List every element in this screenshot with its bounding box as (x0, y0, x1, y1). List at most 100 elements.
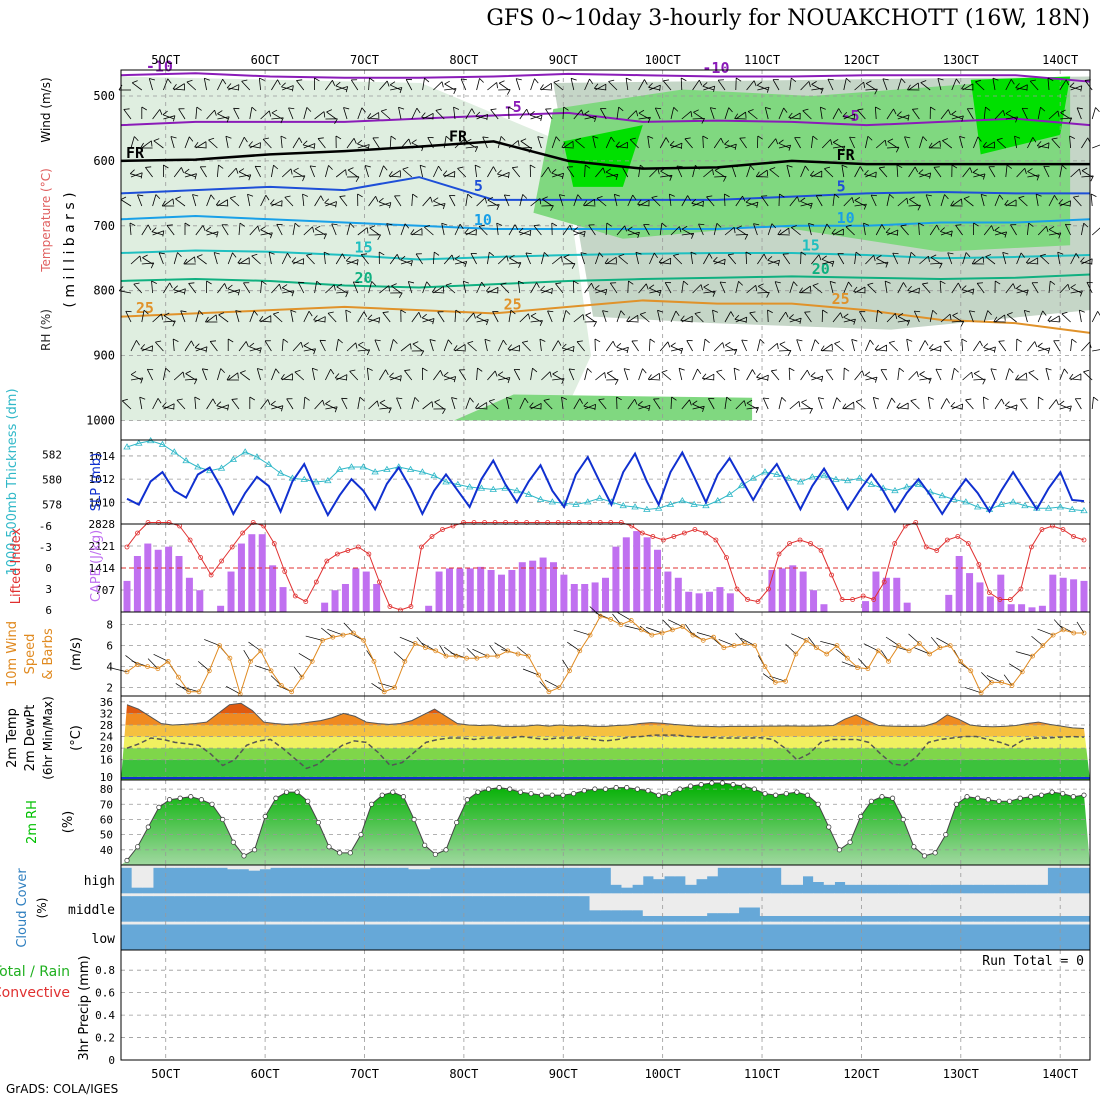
wind-barb-icon (422, 401, 434, 410)
wind-barb-icon (530, 367, 538, 381)
cloud-gap (238, 893, 250, 897)
wind-barb-icon (936, 637, 951, 646)
thickness-marker (406, 465, 415, 472)
cloud-gap (781, 893, 793, 916)
wind-barb-icon (508, 224, 519, 236)
wind-barb-icon (885, 227, 898, 236)
wind-barb-icon (910, 398, 920, 410)
wind-barb-icon (1070, 253, 1080, 265)
wind-barb-icon (195, 310, 204, 323)
wind-speed-marker (947, 643, 953, 648)
wind-barb-icon (421, 642, 436, 652)
cloud-gap (376, 893, 388, 897)
wind-barb-icon (314, 280, 322, 294)
cloud-gap (674, 893, 686, 916)
wind-speed-marker (495, 653, 500, 659)
wind-barb-icon (1081, 222, 1089, 236)
rh2m-marker (166, 797, 173, 803)
cloud-gap (940, 893, 953, 916)
wind-barb-icon (779, 341, 791, 352)
wind-barb-icon (829, 280, 836, 294)
wind-barb-icon (762, 673, 776, 683)
cloud-gap (823, 865, 835, 885)
wind-speed-marker (865, 666, 871, 672)
wind-barb-icon (811, 81, 823, 91)
temp-band (121, 724, 1090, 737)
thickness-marker (418, 468, 427, 475)
wind-barb-icon (796, 339, 803, 352)
cloud-gap (1015, 865, 1027, 885)
wind-barb-icon (364, 165, 371, 178)
wind-barb-icon (411, 312, 422, 323)
wind-barb-icon (389, 135, 397, 149)
isotherm-label: FR (126, 144, 145, 162)
cloud-row-label: high (84, 874, 115, 889)
wind-barb-icon (735, 281, 743, 294)
cape-bar (945, 594, 953, 612)
wind-barb-icon (391, 283, 402, 294)
wind-barb-icon (238, 136, 248, 149)
cape-bar (445, 568, 453, 612)
wind-barb-icon (346, 342, 358, 352)
wind-barb-icon (758, 283, 769, 294)
cloud-gap (248, 865, 260, 871)
wind-barb-icon (692, 400, 704, 410)
cloud-gap (877, 921, 889, 925)
wind-barb-icon (804, 311, 812, 323)
wind-barb-icon (897, 78, 906, 91)
wind-barb-icon (1061, 311, 1071, 323)
wind-barb-icon (973, 222, 979, 236)
thickness-marker (135, 439, 143, 446)
wind-barb-icon (927, 396, 934, 410)
wind-barb-icon (690, 251, 697, 265)
wind-barb-icon (516, 646, 529, 657)
wind-barb-icon (746, 165, 755, 178)
wind-barb-icon (188, 282, 197, 294)
thickness-marker (784, 474, 793, 481)
rh-moist-region (453, 394, 753, 421)
wind-barb-icon (380, 108, 391, 120)
rh2m-marker (911, 844, 917, 850)
wind-barb-icon (922, 282, 931, 294)
li-marker (734, 586, 740, 592)
wind-barb-icon (152, 194, 161, 207)
wind-barb-icon (725, 341, 736, 352)
rh2m-marker (273, 795, 279, 801)
wind-barb-icon (218, 312, 229, 323)
wind-barb-icon (458, 369, 467, 381)
wind-barb-icon (966, 108, 974, 120)
wind-barb-icon (659, 222, 667, 236)
wind-barb-icon (573, 314, 585, 323)
wind-barb-icon (616, 343, 628, 352)
wind-barb-icon (152, 230, 165, 237)
wind-barb-icon (343, 107, 350, 120)
wind-barb-icon (530, 312, 542, 323)
wind-barb-icon (433, 165, 443, 178)
wind-barb-icon (719, 281, 726, 294)
chart-title: GFS 0~10day 3-hourly for NOUAKCHOTT (16W… (486, 6, 1090, 31)
cloud-gap (419, 893, 431, 897)
wind-barb-icon (735, 111, 747, 120)
cloud-gap (834, 865, 846, 882)
rh2m-marker (315, 819, 321, 826)
wind-barb-icon (185, 370, 197, 381)
wind-barb-icon (209, 340, 218, 352)
wind-barb-icon (627, 314, 639, 323)
cloud-gap (706, 921, 718, 925)
cloud-gap (600, 921, 612, 925)
li-marker (334, 551, 340, 557)
wind-barb-icon (1048, 232, 1062, 239)
wind-barb-icon (713, 137, 724, 149)
wind-barb-icon (1091, 226, 1100, 236)
li-marker (955, 534, 961, 539)
wind-barb-icon (753, 223, 760, 236)
temp-band (121, 703, 1090, 714)
wind-barb-icon (990, 368, 997, 381)
wind-barb-icon (335, 169, 347, 178)
wind-barb-icon (465, 229, 477, 236)
li-marker (818, 548, 824, 553)
wind-barb-icon (488, 398, 499, 410)
wind-barb-icon (508, 140, 520, 149)
wind-barb-icon (832, 312, 843, 323)
wind-barb-icon (331, 223, 338, 236)
